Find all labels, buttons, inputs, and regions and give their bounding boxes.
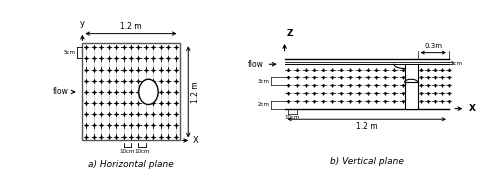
Text: Z: Z [286,29,292,38]
Text: 1.2 m: 1.2 m [120,22,142,31]
Text: 3cm: 3cm [258,79,270,84]
Text: X: X [468,104,475,113]
Ellipse shape [138,79,158,104]
Text: y: y [80,19,85,28]
Text: X: X [193,136,199,145]
Text: 10cm: 10cm [120,149,135,154]
Text: 1.2 m: 1.2 m [191,81,200,103]
Text: flow: flow [53,87,69,96]
Bar [404,82,417,109]
Text: 1.2 m: 1.2 m [356,122,378,131]
Bar [82,43,180,140]
Text: a) Horizontal plane: a) Horizontal plane [88,160,174,169]
Text: flow: flow [248,60,263,69]
Text: 0.3m: 0.3m [424,43,442,49]
Text: 10cm: 10cm [134,149,150,154]
Text: 2cm: 2cm [258,102,270,107]
Text: b) Vertical plane: b) Vertical plane [330,157,404,166]
Text: 5cm: 5cm [450,61,462,66]
Text: 10cm: 10cm [284,115,300,120]
Text: 5cm: 5cm [64,50,76,55]
